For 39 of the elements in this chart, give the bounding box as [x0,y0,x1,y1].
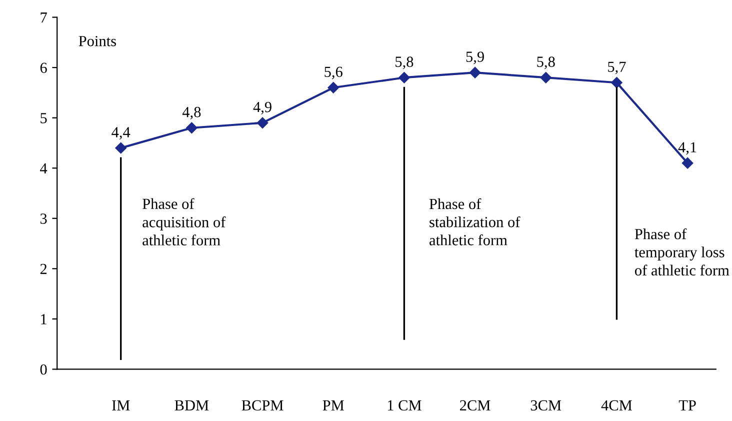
data-label: 5,7 [608,62,626,74]
y-tick-label: 4 [40,163,48,174]
data-label: 5,9 [466,52,484,64]
point [328,82,339,94]
x-tick-label: 2CM [460,400,490,411]
y-tick-label: 3 [40,214,47,224]
y-tick-label: 2 [40,264,47,274]
x-tick-label: IM [112,400,130,410]
point [682,157,694,169]
point [540,72,552,84]
point [256,117,268,128]
data-label: 4,1 [678,142,696,155]
ref-line-label: Phase of stabilization of athletic form [429,198,520,246]
point [469,66,481,78]
point [186,122,198,134]
x-tick-label: 3CM [530,400,562,411]
y-axis-title: Points [78,36,116,46]
x-tick-label: 4CM [601,400,632,411]
point [115,142,126,154]
x-tick-label: 1 CM [388,400,422,411]
data-label: 5,8 [537,56,555,70]
data-label: 4,8 [182,106,201,120]
ref-line-label: Phase of temporary loss of athletic form [634,228,730,276]
x-tick-label: BCPM [242,400,284,411]
x-tick-label: TP [678,400,696,410]
x-tick-label: BDM [174,400,209,410]
data-label: 4,9 [253,102,272,114]
y-tick-label: 7 [40,12,47,23]
point [611,77,622,88]
y-tick-label: 6 [40,62,47,73]
data-label: 5,6 [324,66,342,80]
point [398,72,410,84]
y-tick-label: 1 [41,314,46,324]
data-label: 4,4 [112,127,130,140]
x-tick-label: PM [322,400,344,410]
ref-line-label: Phase of acquisition of athletic form [142,198,226,246]
data-label: 5,8 [396,56,414,70]
y-tick-label: 5 [40,113,47,124]
y-tick-label: 0 [40,364,47,375]
